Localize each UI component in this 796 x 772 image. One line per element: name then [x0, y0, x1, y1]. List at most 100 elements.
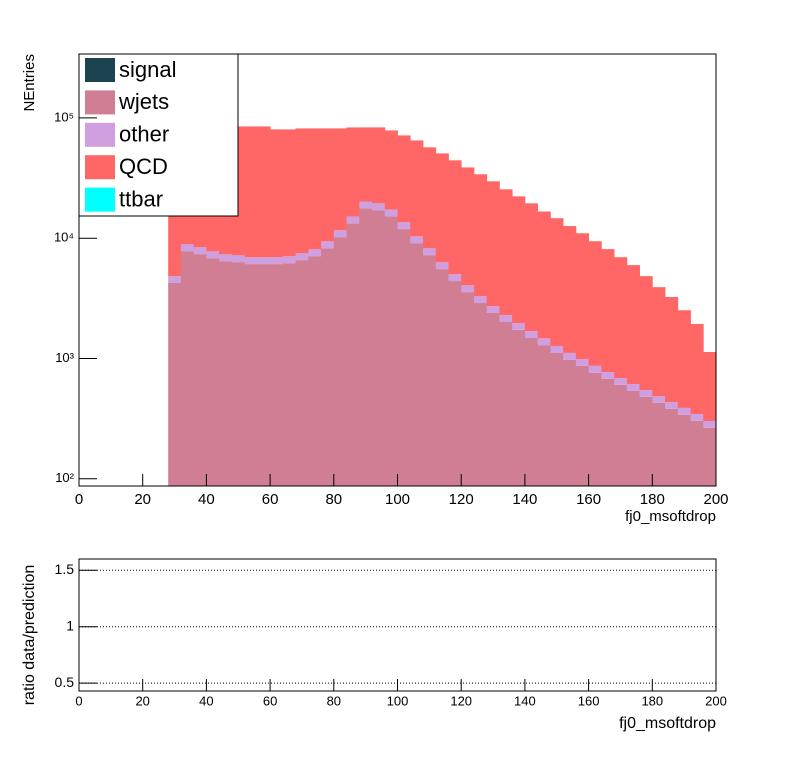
bar-segment — [346, 223, 360, 486]
bar-segment — [563, 226, 577, 353]
x-tick-label: 120 — [450, 693, 472, 708]
bar-segment — [308, 128, 322, 250]
histogram-bars — [168, 122, 717, 487]
bar-segment — [231, 255, 246, 263]
legend-swatch — [85, 58, 115, 82]
legend-swatch — [85, 155, 115, 180]
y-tick-label: 10³ — [55, 350, 74, 365]
x-tick-label: 0 — [75, 491, 83, 508]
bar-segment — [359, 127, 373, 202]
bar-segment — [448, 160, 462, 275]
bar-segment — [639, 390, 653, 397]
bar-segment — [614, 384, 628, 486]
bar-segment — [626, 384, 640, 391]
bar-segment — [397, 229, 411, 487]
bar-segment — [422, 255, 437, 486]
bar-segment — [346, 127, 360, 217]
bar-segment — [282, 256, 296, 264]
bar-segment — [321, 248, 335, 486]
bar-segment — [321, 128, 335, 242]
bar-segment — [435, 262, 449, 270]
bar-segment — [435, 153, 449, 263]
bar-segment — [665, 408, 679, 486]
bar-segment — [397, 222, 411, 230]
bar-segment — [193, 247, 207, 255]
legend-label: QCD — [119, 154, 168, 179]
bar-segment — [244, 257, 258, 265]
bar-segment — [563, 359, 577, 486]
bar-segment — [537, 345, 551, 486]
y-tick-label: 10² — [55, 470, 74, 485]
bar-segment — [372, 127, 386, 204]
bar-segment — [333, 128, 347, 231]
bar-segment — [703, 427, 717, 486]
bar-segment — [461, 292, 475, 486]
bar-segment — [206, 251, 220, 259]
bar-segment — [486, 181, 500, 307]
bar-segment — [537, 338, 551, 346]
x-axis-label: fj0_msoftdrop — [625, 508, 716, 525]
bar-segment — [308, 256, 322, 486]
bar-segment — [550, 353, 564, 486]
bar-segment — [193, 254, 207, 486]
bar-segment — [180, 244, 195, 252]
bar-segment — [690, 414, 704, 421]
bar-segment — [626, 390, 640, 486]
bar-segment — [614, 378, 628, 385]
x-tick-label: 120 — [449, 491, 474, 508]
bar-segment — [690, 420, 704, 486]
bar-segment — [601, 372, 615, 379]
x-tick-label: 80 — [325, 491, 342, 508]
bar-segment — [282, 263, 296, 486]
x-tick-label: 20 — [134, 491, 151, 508]
bar-segment — [372, 210, 386, 486]
x-tick-label: 100 — [387, 693, 409, 708]
bar-segment — [295, 253, 309, 261]
y-tick-label: 0.5 — [55, 674, 75, 690]
y-tick-label: 10⁵ — [54, 109, 74, 124]
x-tick-label: 60 — [262, 491, 279, 508]
bar-segment — [244, 264, 258, 486]
legend-label: other — [119, 122, 169, 147]
bar-segment — [486, 312, 500, 486]
bar-segment — [499, 189, 513, 316]
bar-segment — [524, 331, 539, 338]
x-tick-label: 80 — [327, 693, 341, 708]
bar-segment — [601, 378, 615, 486]
bar-segment — [168, 276, 182, 284]
bar-segment — [333, 237, 347, 486]
bar-segment — [422, 147, 437, 249]
bar-segment — [639, 276, 653, 391]
bar-segment — [180, 251, 195, 486]
plot-frame — [78, 558, 717, 692]
y-tick-label: 10⁴ — [54, 230, 74, 245]
bar-segment — [410, 243, 424, 486]
bar-segment — [168, 283, 182, 486]
x-tick-label: 60 — [263, 693, 277, 708]
x-tick-label: 20 — [135, 693, 149, 708]
bar-segment — [499, 321, 513, 486]
bar-segment — [550, 345, 564, 354]
bar-segment — [652, 287, 666, 397]
legend-swatch — [85, 122, 115, 147]
bar-segment — [397, 135, 411, 223]
bar-segment — [703, 351, 717, 421]
x-tick-label: 40 — [199, 693, 213, 708]
legend-swatch — [85, 90, 115, 115]
bar-segment — [422, 248, 437, 256]
bar-segment — [473, 296, 488, 304]
bar-segment — [270, 257, 284, 265]
bar-segment — [257, 126, 271, 258]
bar-segment — [499, 315, 513, 322]
bar-segment — [435, 269, 449, 486]
bar-segment — [346, 216, 360, 224]
x-tick-label: 140 — [514, 693, 536, 708]
bar-segment — [703, 420, 717, 428]
bar-segment — [524, 337, 539, 486]
bar-segment — [359, 208, 373, 486]
bar-segment — [588, 241, 602, 366]
bar-segment — [614, 257, 628, 379]
x-tick-label: 180 — [641, 693, 663, 708]
bar-segment — [410, 236, 424, 244]
